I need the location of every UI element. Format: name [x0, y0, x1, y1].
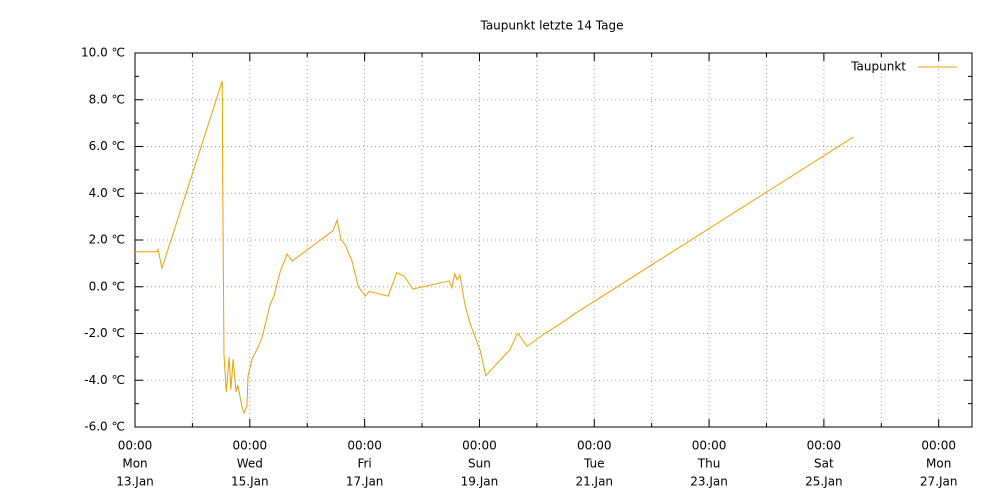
x-tick-label: Mon	[926, 457, 951, 471]
x-tick-label: 00:00	[807, 439, 842, 453]
y-tick-label: -2.0 ℃	[84, 326, 125, 340]
y-tick-label: 10.0 ℃	[81, 46, 125, 60]
y-tick-label: 4.0 ℃	[89, 186, 125, 200]
x-tick-label: 17.Jan	[346, 475, 384, 489]
chart-title: Taupunkt letzte 14 Tage	[479, 19, 623, 33]
x-tick-label: 13.Jan	[116, 475, 154, 489]
data-line	[135, 80, 854, 415]
x-tick-label: 27.Jan	[920, 475, 958, 489]
x-tick-label: 00:00	[692, 439, 727, 453]
x-tick-label: 00:00	[577, 439, 612, 453]
x-tick-label: 00:00	[118, 439, 153, 453]
x-tick-label: Thu	[697, 457, 721, 471]
legend-label: Taupunkt	[850, 60, 906, 74]
x-tick-label: 25.Jan	[805, 475, 843, 489]
x-tick-label: 00:00	[921, 439, 956, 453]
y-tick-label: -4.0 ℃	[84, 373, 125, 387]
y-tick-label: 0.0 ℃	[89, 279, 125, 293]
x-tick-label: Mon	[122, 457, 147, 471]
y-tick-label: 6.0 ℃	[89, 139, 125, 153]
x-tick-label: 21.Jan	[575, 475, 613, 489]
x-tick-label: 00:00	[233, 439, 268, 453]
x-tick-label: 15.Jan	[231, 475, 269, 489]
y-tick-label: 8.0 ℃	[89, 92, 125, 106]
y-tick-label: 2.0 ℃	[89, 233, 125, 247]
x-tick-label: 00:00	[347, 439, 382, 453]
y-tick-label: -6.0 ℃	[84, 420, 125, 434]
x-tick-label: 19.Jan	[461, 475, 499, 489]
x-tick-label: 23.Jan	[690, 475, 728, 489]
x-tick-label: Wed	[237, 457, 263, 471]
x-tick-label: Sun	[468, 457, 491, 471]
x-tick-label: Fri	[357, 457, 371, 471]
x-tick-label: Tue	[583, 457, 605, 471]
plot-frame	[134, 52, 973, 428]
x-tick-label: 00:00	[462, 439, 497, 453]
x-tick-label: Sat	[814, 457, 834, 471]
